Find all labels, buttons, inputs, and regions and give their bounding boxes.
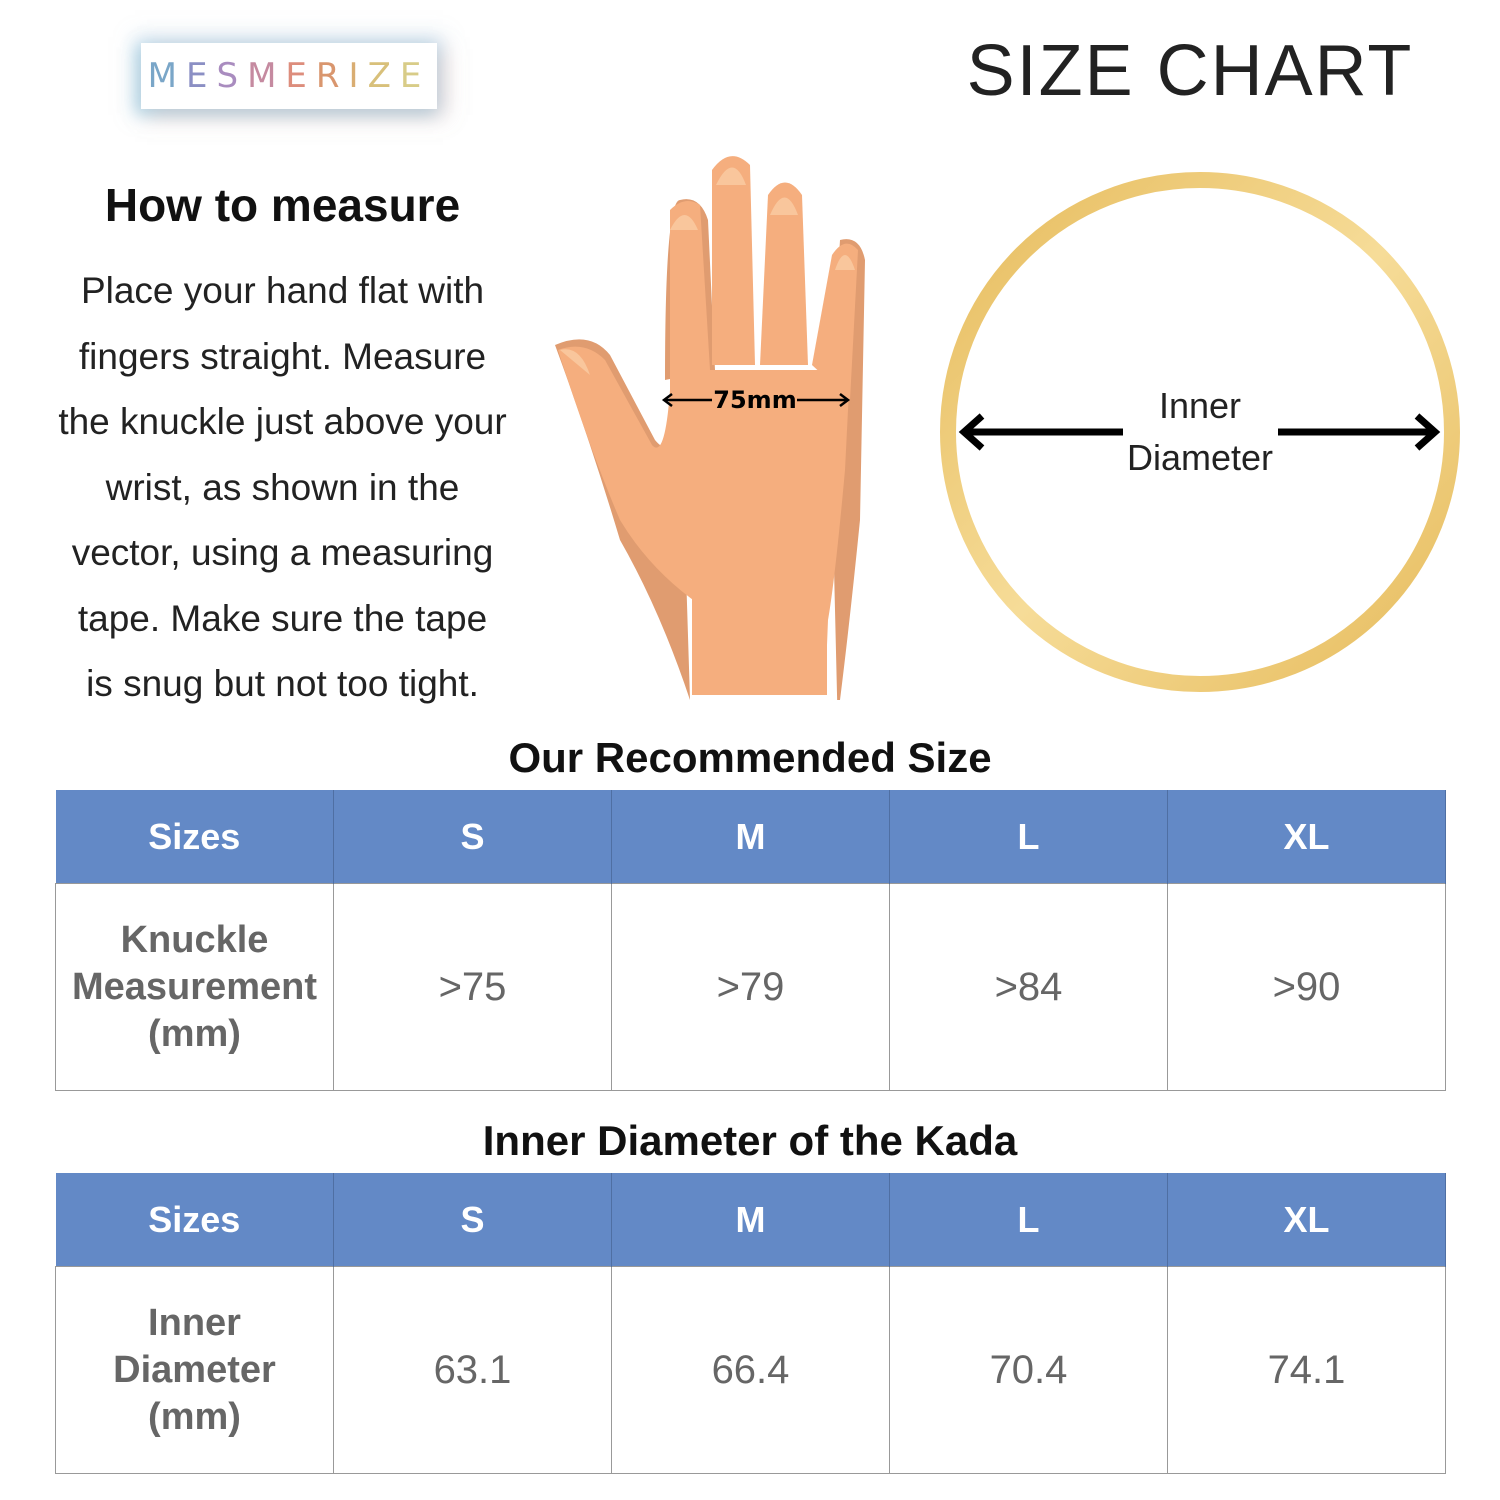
instruction-line: tape. Make sure the tape bbox=[77, 597, 488, 639]
value-cell: 74.1 bbox=[1167, 1266, 1446, 1474]
logo-letter: E bbox=[186, 56, 217, 96]
instruction-line: wrist, as shown in the bbox=[105, 466, 460, 508]
hand-measurement-label: 75mm bbox=[713, 386, 796, 414]
logo-letter: R bbox=[315, 56, 349, 96]
table-row: Knuckle Measurement (mm) >75 >79 >84 >90 bbox=[55, 883, 1446, 1091]
header-cell: M bbox=[611, 790, 890, 884]
row-label-line: (mm) bbox=[148, 1012, 241, 1055]
header-cell: M bbox=[611, 1173, 890, 1267]
logo-letter: Z bbox=[367, 56, 400, 96]
table-row: Inner Diameter (mm) 63.1 66.4 70.4 74.1 bbox=[55, 1266, 1446, 1474]
header-cell: Sizes bbox=[55, 1173, 334, 1267]
row-label-line: Measurement bbox=[72, 965, 317, 1008]
ring-illustration: Inner Diameter bbox=[940, 172, 1460, 692]
table-header-row: Sizes S M L XL bbox=[55, 1173, 1446, 1267]
logo-letter: E bbox=[399, 56, 431, 96]
header-cell: Sizes bbox=[55, 790, 334, 884]
instruction-line: fingers straight. Measure bbox=[78, 335, 487, 377]
logo-letter: I bbox=[348, 56, 368, 96]
diameter-arrow bbox=[958, 413, 1441, 451]
how-to-measure-heading: How to measure bbox=[104, 179, 461, 231]
value-cell: >79 bbox=[611, 883, 890, 1091]
instruction-line: vector, using a measuring bbox=[71, 532, 494, 573]
header-cell: S bbox=[333, 1173, 612, 1267]
page-title: SIZE CHART bbox=[966, 31, 1414, 111]
row-label-line: Diameter bbox=[113, 1348, 276, 1391]
value-cell: >90 bbox=[1167, 883, 1446, 1091]
header-cell: S bbox=[333, 790, 612, 884]
logo-letter: M bbox=[147, 56, 186, 96]
header-cell: XL bbox=[1167, 790, 1446, 884]
measurement-arrow bbox=[661, 393, 851, 407]
logo-letter: S bbox=[216, 56, 248, 96]
row-label: Knuckle Measurement (mm) bbox=[55, 883, 334, 1091]
table-header-row: Sizes S M L XL bbox=[55, 790, 1446, 884]
value-cell: 63.1 bbox=[333, 1266, 612, 1474]
inner-diameter-table: Sizes S M L XL Inner Diameter (mm) 63.1 … bbox=[55, 1173, 1446, 1474]
instruction-line: Place your hand flat with bbox=[80, 270, 485, 311]
header-cell: XL bbox=[1167, 1173, 1446, 1267]
instruction-line: the knuckle just above your bbox=[58, 401, 507, 442]
instruction-line: is snug but not too tight. bbox=[86, 663, 479, 704]
recommended-size-table: Sizes S M L XL Knuckle Measurement (mm) … bbox=[55, 790, 1446, 1091]
inner-diameter-title: Inner Diameter of the Kada bbox=[482, 1117, 1018, 1164]
header-cell: L bbox=[889, 790, 1168, 884]
value-cell: 70.4 bbox=[889, 1266, 1168, 1474]
how-to-measure-text: Place your hand flat with fingers straig… bbox=[40, 258, 525, 717]
row-label-line: Knuckle bbox=[120, 918, 269, 961]
header-cell: L bbox=[889, 1173, 1168, 1267]
value-cell: >84 bbox=[889, 883, 1168, 1091]
value-cell: 66.4 bbox=[611, 1266, 890, 1474]
ring-label-line2: Diameter bbox=[1127, 437, 1273, 478]
value-cell: >75 bbox=[333, 883, 612, 1091]
ring-label-line1: Inner bbox=[1159, 385, 1241, 426]
row-label-line: (mm) bbox=[148, 1395, 241, 1438]
hand-illustration: 75mm bbox=[555, 156, 865, 700]
row-label: Inner Diameter (mm) bbox=[55, 1266, 334, 1474]
recommended-size-title: Our Recommended Size bbox=[508, 734, 992, 781]
row-label-line: Inner bbox=[148, 1301, 241, 1344]
logo-letter: E bbox=[285, 56, 316, 96]
logo-letter: M bbox=[247, 56, 286, 96]
